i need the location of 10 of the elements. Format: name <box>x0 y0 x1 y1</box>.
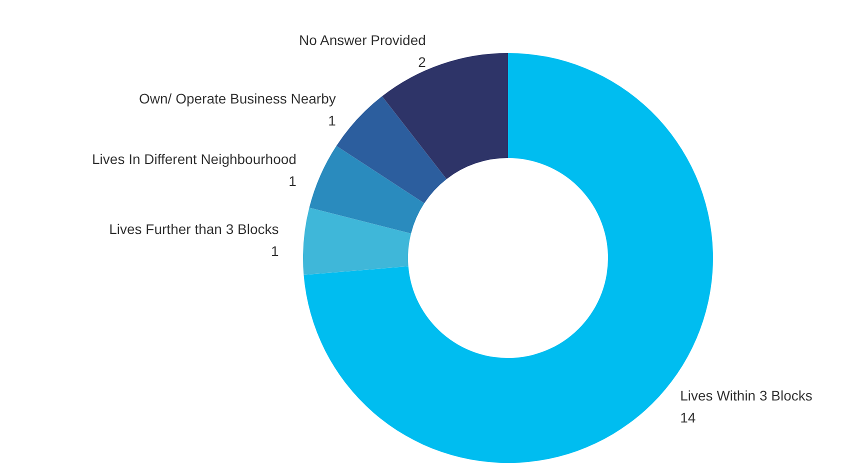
data-label: 1 <box>328 112 336 129</box>
slice-label: Own/ Operate Business Nearby <box>139 90 336 107</box>
data-label: 1 <box>270 242 279 259</box>
slice-label: Lives Within 3 Blocks <box>680 387 812 404</box>
slice-label: Lives In Different Neighbourhood <box>92 151 296 168</box>
data-label: 1 <box>288 173 297 190</box>
data-label: 14 <box>680 409 696 426</box>
slice-label: Lives Further than 3 Blocks <box>109 220 279 237</box>
slice-label: No Answer Provided <box>299 32 426 48</box>
data-label: 2 <box>418 54 426 70</box>
